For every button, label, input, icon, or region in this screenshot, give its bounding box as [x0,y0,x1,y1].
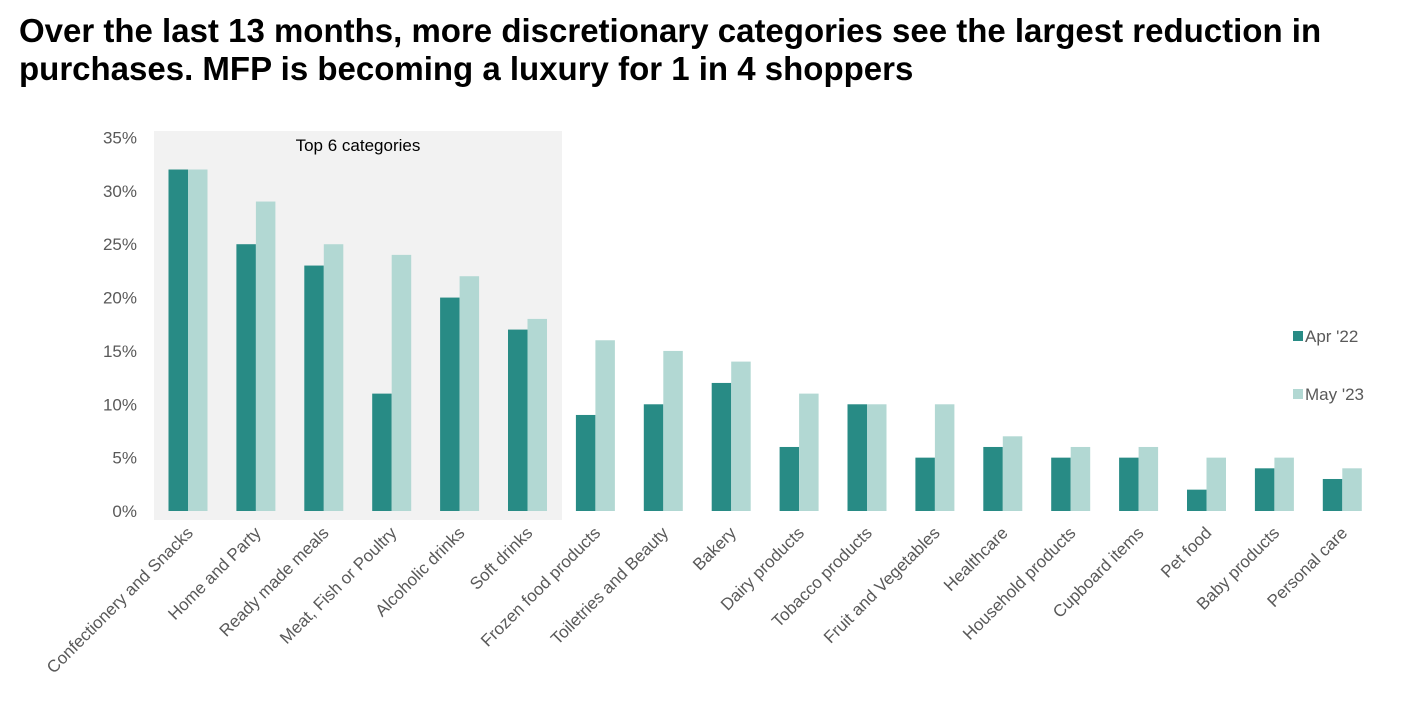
y-tick-label: 25% [103,235,137,254]
bar-may23 [527,318,547,511]
top-categories-highlight [154,131,562,520]
legend-swatch [1293,389,1303,399]
x-tick-label: Meat, Fish or Poultry [276,523,401,648]
y-tick-label: 15% [103,342,137,361]
bar-apr22 [508,329,528,511]
bar-apr22 [915,457,935,511]
bar-apr22 [440,297,460,511]
bar-apr22 [1254,468,1275,511]
bar-may23 [663,350,683,511]
bar-may23 [1070,446,1091,511]
bar-apr22 [1187,489,1207,511]
bar-apr22 [1119,457,1139,511]
bar-apr22 [236,244,256,511]
y-tick-label: 35% [103,129,137,148]
bar-may23 [1342,468,1362,511]
bar-apr22 [711,382,732,511]
bar-apr22 [1051,457,1071,511]
top-categories-label: Top 6 categories [296,136,421,155]
legend-label: May '23 [1305,385,1364,404]
bar-may23 [188,169,208,511]
x-tick-label: Healthcare [940,523,1012,595]
bar-apr22 [372,393,392,511]
bar-apr22 [847,404,867,511]
y-tick-label: 30% [103,182,137,201]
y-tick-label: 5% [112,449,137,468]
y-tick-label: 0% [112,502,137,521]
y-axis: 0% 5% 10% 15% 20% 25% 30% 35% [103,129,137,522]
x-tick-label: Household products [959,523,1079,643]
x-tick-label: Pet food [1157,523,1215,581]
bar-may23 [1206,457,1226,511]
bar-apr22 [575,414,596,511]
x-tick-label: Toiletries and Beauty [547,523,672,648]
bar-may23 [1274,457,1294,511]
bar-apr22 [643,404,664,511]
bar-apr22 [1322,478,1343,511]
bar-apr22 [168,169,188,511]
legend-label: Apr '22 [1305,327,1358,346]
bar-apr22 [779,446,800,511]
bar-may23 [731,361,751,511]
x-tick-label: Fruit and Vegetables [820,523,944,647]
bar-may23 [1002,436,1023,511]
bar-may23 [391,254,412,511]
legend: Apr '22 May '23 [1293,327,1364,404]
bar-may23 [323,244,344,511]
bar-may23 [934,404,955,511]
bar-may23 [255,201,276,511]
bar-may23 [595,340,615,511]
bar-may23 [1138,446,1159,511]
bar-may23 [459,276,480,511]
bars [168,169,1362,511]
y-tick-label: 20% [103,289,137,308]
y-tick-label: 10% [103,395,137,414]
bar-may23 [799,393,819,511]
bar-apr22 [983,446,1003,511]
bar-apr22 [304,265,324,511]
x-tick-label: Frozen food products [477,523,604,650]
x-tick-label: Bakery [689,523,740,574]
chart-title: Over the last 13 months, more discretion… [19,12,1322,87]
x-tick-label: Soft drinks [466,523,536,593]
bar-may23 [867,404,887,511]
legend-swatch [1293,331,1303,341]
